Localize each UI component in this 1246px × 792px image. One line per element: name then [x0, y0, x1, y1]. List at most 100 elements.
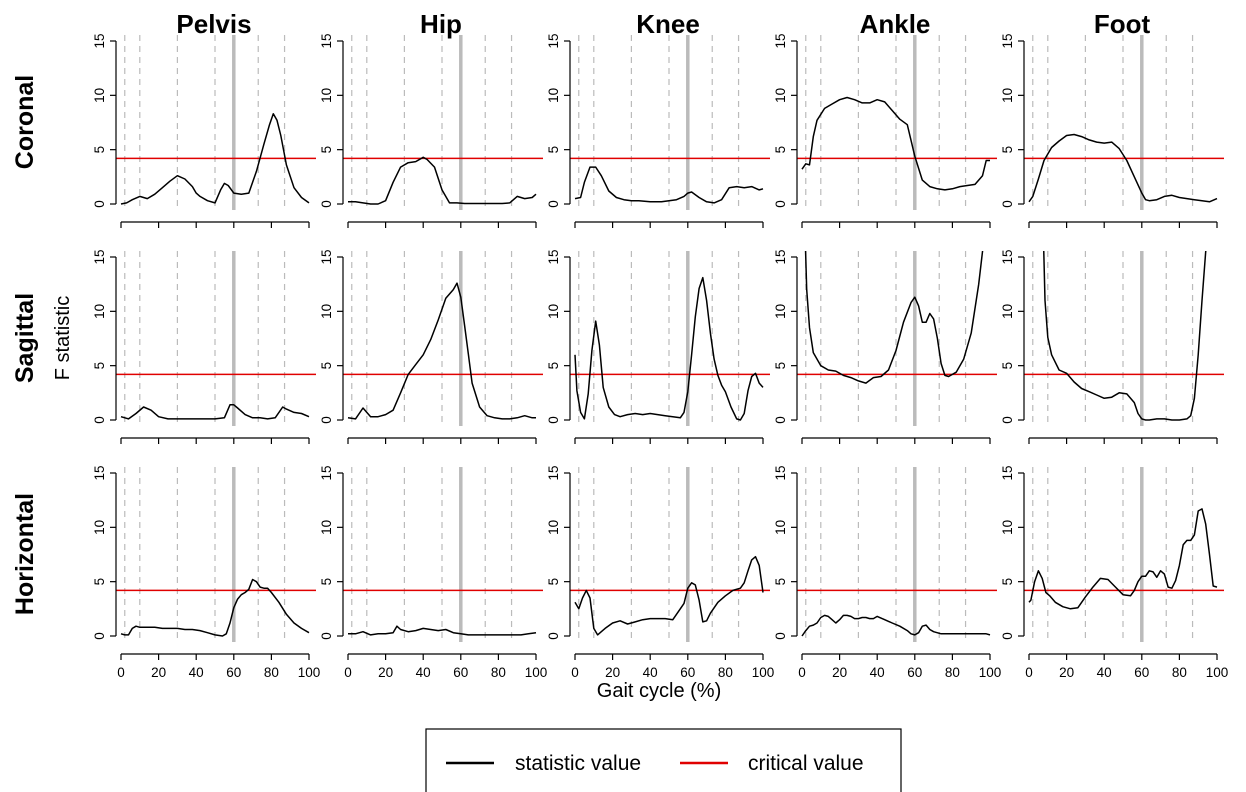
- y-tick-label: 5: [1000, 578, 1015, 586]
- statistic-line: [348, 625, 537, 636]
- y-tick-label: 5: [546, 362, 561, 370]
- y-tick-label: 5: [319, 578, 334, 586]
- y-tick-label: 5: [773, 146, 788, 154]
- y-tick-label: 15: [92, 33, 107, 48]
- y-tick-label: 0: [773, 200, 788, 208]
- y-tick-label: 10: [1000, 304, 1015, 319]
- x-tick-label: 60: [453, 665, 468, 680]
- y-tick-label: 10: [92, 520, 107, 535]
- y-tick-label: 0: [92, 416, 107, 424]
- y-tick-label: 10: [319, 520, 334, 535]
- statistic-line: [1043, 251, 1207, 421]
- x-tick-label: 0: [117, 665, 125, 680]
- y-tick-label: 0: [92, 632, 107, 640]
- statistic-line: [574, 276, 764, 421]
- statistic-line: [804, 251, 984, 384]
- y-axis-label: F statistic: [52, 296, 74, 380]
- x-tick-label: 40: [643, 665, 658, 680]
- y-tick-label: 15: [319, 249, 334, 264]
- x-tick-label: 100: [525, 665, 548, 680]
- legend: statistic value critical value: [425, 728, 902, 792]
- panel-sagittal-ankle: 0 5 10 15: [773, 249, 997, 444]
- y-tick-label: 5: [773, 362, 788, 370]
- y-tick-label: 5: [773, 578, 788, 586]
- y-tick-label: 10: [546, 520, 561, 535]
- y-tick-label: 0: [92, 200, 107, 208]
- col-title-hip: Hip: [420, 9, 462, 39]
- y-tick-label: 15: [319, 465, 334, 480]
- y-tick-label: 15: [546, 249, 561, 264]
- x-tick-label: 0: [344, 665, 352, 680]
- y-tick-label: 0: [1000, 632, 1015, 640]
- panel-sagittal-hip: 0 5 10 15: [319, 249, 543, 444]
- y-tick-label: 0: [546, 200, 561, 208]
- y-tick-label: 15: [1000, 249, 1015, 264]
- x-tick-label: 100: [979, 665, 1002, 680]
- y-tick-label: 15: [319, 33, 334, 48]
- y-tick-label: 0: [319, 632, 334, 640]
- x-tick-label: 80: [718, 665, 733, 680]
- row-title-sagittal: Sagittal: [11, 293, 39, 383]
- col-title-ankle: Ankle: [860, 9, 931, 39]
- y-tick-label: 5: [546, 578, 561, 586]
- y-tick-label: 10: [92, 88, 107, 103]
- x-tick-label: 40: [870, 665, 885, 680]
- statistic-line: [801, 614, 991, 637]
- y-tick-label: 5: [92, 578, 107, 586]
- panel-horizontal-knee: 0 5 10 15 0 20 40 60 80 100: [546, 465, 774, 680]
- panel-coronal-foot: 0 5 10 15: [1000, 33, 1224, 228]
- panel-horizontal-pelvis: 0 5 10 15 0 20 40 60 80 100: [92, 465, 320, 680]
- y-tick-label: 15: [773, 249, 788, 264]
- panel-sagittal-foot: 0 5 10 15: [1000, 249, 1224, 444]
- x-tick-label: 100: [752, 665, 775, 680]
- panels: 0 5 10 15 0 5 10 15 0 5 10 15 0 5 10 15 0 5 10 15 0 5 10 15 0 5 10…: [92, 33, 1228, 680]
- x-tick-label: 60: [1134, 665, 1149, 680]
- y-tick-label: 5: [92, 146, 107, 154]
- statistic-line: [120, 404, 310, 420]
- x-tick-label: 100: [1206, 665, 1229, 680]
- panel-horizontal-hip: 0 5 10 15 0 20 40 60 80 100: [319, 465, 547, 680]
- col-title-knee: Knee: [636, 9, 700, 39]
- x-tick-label: 20: [605, 665, 620, 680]
- y-tick-label: 15: [546, 465, 561, 480]
- x-tick-label: 20: [1059, 665, 1074, 680]
- legend-critical-label: critical value: [748, 752, 864, 775]
- panel-coronal-ankle: 0 5 10 15: [773, 33, 997, 228]
- legend-statistic-label: statistic value: [515, 752, 641, 775]
- y-tick-label: 15: [92, 465, 107, 480]
- statistic-line: [1028, 133, 1218, 203]
- y-tick-label: 5: [546, 146, 561, 154]
- panel-sagittal-pelvis: 0 5 10 15: [92, 249, 316, 444]
- x-tick-label: 0: [571, 665, 579, 680]
- y-tick-label: 10: [546, 88, 561, 103]
- y-tick-label: 5: [92, 362, 107, 370]
- panel-coronal-hip: 0 5 10 15: [319, 33, 543, 228]
- y-tick-label: 0: [773, 416, 788, 424]
- x-tick-label: 40: [1097, 665, 1112, 680]
- y-tick-label: 15: [92, 249, 107, 264]
- statistic-line: [347, 282, 536, 420]
- y-tick-label: 5: [319, 146, 334, 154]
- y-tick-label: 10: [92, 304, 107, 319]
- x-tick-label: 80: [945, 665, 960, 680]
- y-tick-label: 0: [1000, 416, 1015, 424]
- x-tick-label: 60: [226, 665, 241, 680]
- y-tick-label: 15: [773, 465, 788, 480]
- y-tick-label: 0: [319, 200, 334, 208]
- col-title-foot: Foot: [1094, 9, 1151, 39]
- statistic-line: [574, 555, 764, 636]
- x-tick-label: 80: [264, 665, 279, 680]
- y-tick-label: 10: [546, 304, 561, 319]
- x-tick-label: 0: [1025, 665, 1033, 680]
- x-tick-label: 40: [189, 665, 204, 680]
- row-title-horizontal: Horizontal: [11, 493, 39, 615]
- panel-sagittal-knee: 0 5 10 15: [546, 249, 770, 444]
- x-tick-label: 20: [832, 665, 847, 680]
- x-tick-label: 60: [907, 665, 922, 680]
- y-tick-label: 15: [1000, 33, 1015, 48]
- x-tick-label: 60: [680, 665, 695, 680]
- statistic-line: [1028, 508, 1218, 610]
- y-tick-label: 15: [546, 33, 561, 48]
- panel-coronal-pelvis: 0 5 10 15: [92, 33, 316, 228]
- y-tick-label: 0: [1000, 200, 1015, 208]
